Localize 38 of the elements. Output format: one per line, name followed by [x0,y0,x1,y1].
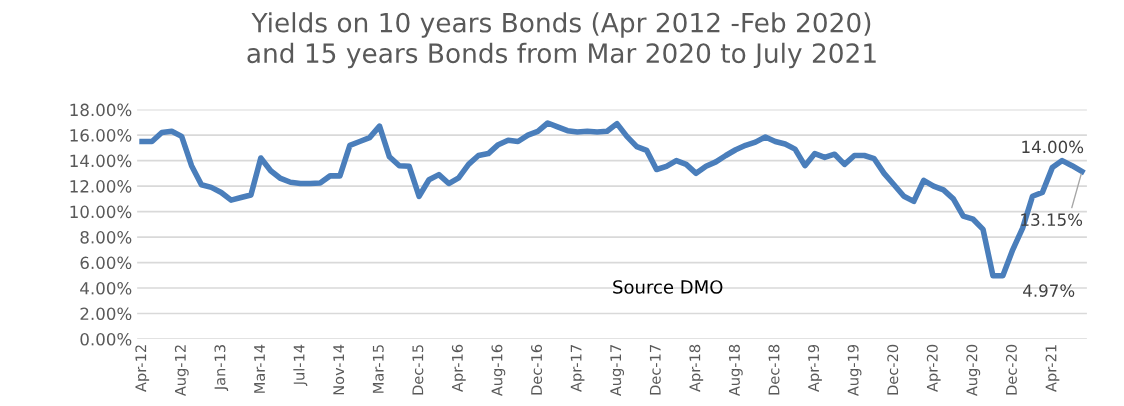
data-label: 14.00% [1022,140,1084,154]
x-tick-label: Dec-16 [531,344,543,395]
x-tick-label: Mar-14 [254,344,266,393]
x-tick-label: Jan-13 [214,345,229,391]
y-tick-label: 0.00% [80,332,132,346]
x-tick-label: Dec-20 [1005,344,1017,395]
y-tick-label: 8.00% [80,231,132,244]
x-tick-label: Dec-17 [649,345,661,395]
x-tick-label: Dec-20 [887,344,899,395]
y-tick-label: 4.00% [80,282,132,295]
data-label: 4.97% [1023,284,1075,297]
x-tick-label: Nov-14 [333,344,345,395]
x-tick-label: Aug-20 [966,344,981,397]
x-tick-label: Aug-12 [174,345,189,397]
y-tick-label: 6.00% [80,256,132,270]
y-tick-label: 18.00% [70,103,132,117]
x-tick-label: Dec-15 [412,345,424,395]
x-tick-label: Apr-20 [926,344,941,392]
x-tick-label: Dec-18 [768,344,780,395]
chart-title: Yields on 10 years Bonds (Apr 2012 -Feb 2020) and 15 years Bonds from Mar 2020 to July 2021 [247,12,876,69]
x-tick-label: Apr-21 [1045,345,1060,392]
annotation: Source DMO [613,280,723,294]
x-tick-label: Apr-17 [570,345,585,392]
y-tick-label: 12.00% [70,180,132,193]
x-tick-label: Jul-14 [293,344,308,387]
y-tick-label: 16.00% [70,129,132,142]
y-tick-label: 2.00% [80,307,132,321]
x-tick-label: Mar-15 [372,345,384,393]
x-tick-label: Apr-16 [451,344,466,392]
y-tick-label: 14.00% [70,154,132,168]
y-tick-label: 10.00% [70,205,132,219]
x-tick-label: Apr-19 [808,344,822,392]
x-tick-label: Aug-18 [728,344,743,397]
x-tick-label: Aug-16 [491,344,506,397]
x-tick-label: Apr-18 [689,344,704,392]
x-tick-label: Aug-17 [610,345,625,397]
x-tick-label: Apr-12 [135,345,150,392]
x-tick-label: Aug-19 [847,344,862,397]
